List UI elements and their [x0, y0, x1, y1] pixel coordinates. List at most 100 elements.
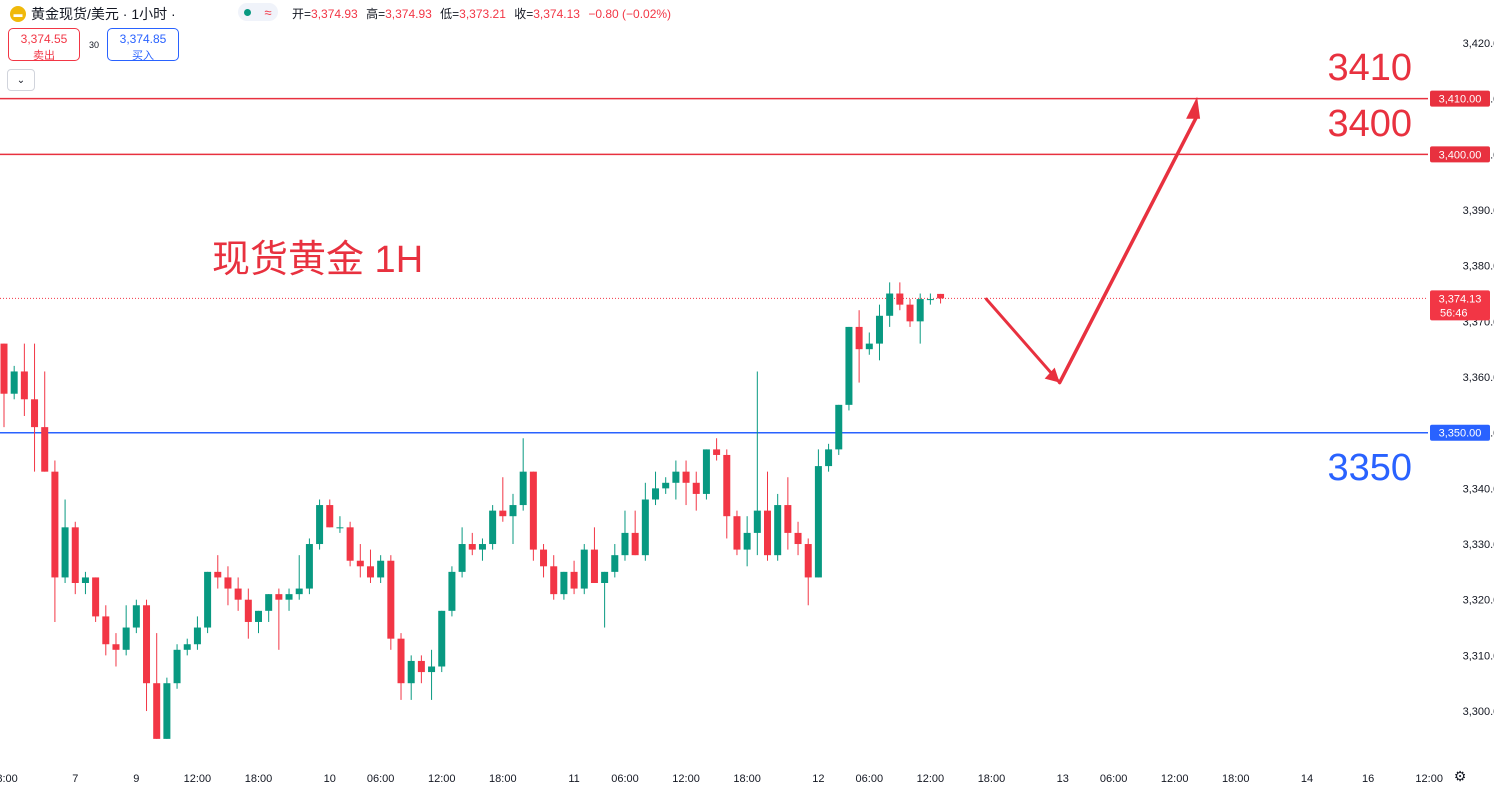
- candle-body[interactable]: [316, 505, 324, 545]
- candle-body[interactable]: [662, 482, 670, 489]
- candle-body[interactable]: [733, 516, 741, 550]
- candle-body[interactable]: [499, 510, 507, 517]
- candle-body[interactable]: [163, 683, 171, 739]
- candle-body[interactable]: [519, 471, 527, 506]
- candle-body[interactable]: [926, 299, 934, 301]
- candle-body[interactable]: [570, 571, 578, 589]
- candle-body[interactable]: [916, 299, 924, 322]
- candle-body[interactable]: [865, 343, 873, 350]
- candle-body[interactable]: [407, 660, 415, 684]
- candle-body[interactable]: [794, 532, 802, 545]
- candle-body[interactable]: [448, 571, 456, 611]
- candle-body[interactable]: [611, 555, 619, 572]
- candle-body[interactable]: [743, 532, 751, 550]
- candle-body[interactable]: [387, 560, 395, 639]
- candle-body[interactable]: [468, 544, 476, 550]
- collapse-button[interactable]: ⌄: [7, 69, 35, 91]
- candle-body[interactable]: [438, 610, 446, 667]
- candle-body[interactable]: [896, 293, 904, 305]
- candle-body[interactable]: [0, 343, 8, 394]
- candle-body[interactable]: [112, 644, 120, 650]
- candle-body[interactable]: [723, 454, 731, 517]
- candle-body[interactable]: [509, 505, 517, 517]
- candle-body[interactable]: [224, 577, 232, 589]
- candle-body[interactable]: [244, 599, 252, 622]
- candle-body[interactable]: [417, 660, 425, 673]
- candle-body[interactable]: [51, 471, 59, 578]
- candle-body[interactable]: [285, 594, 293, 600]
- candle-body[interactable]: [702, 449, 710, 494]
- candle-body[interactable]: [529, 471, 537, 550]
- forecast-arrow-down[interactable]: [984, 297, 1062, 385]
- candle-body[interactable]: [489, 510, 497, 545]
- candle-body[interactable]: [255, 610, 262, 622]
- candle-body[interactable]: [886, 293, 894, 316]
- candle-body[interactable]: [672, 471, 680, 483]
- candle-body[interactable]: [132, 605, 140, 628]
- candle-body[interactable]: [764, 510, 771, 556]
- level-price-tag[interactable]: [1430, 146, 1490, 163]
- candle-body[interactable]: [122, 627, 130, 650]
- candle-body[interactable]: [143, 605, 151, 684]
- market-status[interactable]: ≈: [238, 3, 278, 21]
- candle-body[interactable]: [204, 571, 212, 628]
- candle-body[interactable]: [835, 404, 843, 450]
- candle-body[interactable]: [713, 449, 721, 455]
- candle-body[interactable]: [855, 326, 863, 350]
- buy-button[interactable]: 3,374.85 买入: [107, 28, 179, 62]
- candle-body[interactable]: [458, 544, 466, 572]
- candle-body[interactable]: [845, 326, 853, 405]
- candle-body[interactable]: [275, 594, 283, 600]
- candle-body[interactable]: [61, 527, 69, 578]
- candle-body[interactable]: [102, 616, 110, 645]
- candle-body[interactable]: [753, 510, 761, 533]
- candle-body[interactable]: [153, 683, 161, 739]
- candle-body[interactable]: [652, 488, 660, 500]
- candle-body[interactable]: [336, 527, 344, 529]
- candle-body[interactable]: [71, 527, 79, 583]
- candle-body[interactable]: [10, 371, 18, 394]
- candle-body[interactable]: [81, 577, 89, 583]
- candle-body[interactable]: [265, 594, 273, 611]
- candle-body[interactable]: [621, 532, 629, 556]
- gear-icon[interactable]: ⚙: [1453, 767, 1467, 784]
- candle-body[interactable]: [804, 544, 812, 578]
- candle-body[interactable]: [92, 577, 100, 617]
- candle-body[interactable]: [377, 560, 385, 578]
- candle-body[interactable]: [540, 549, 548, 567]
- candle-body[interactable]: [173, 649, 181, 684]
- candle-body[interactable]: [601, 571, 609, 583]
- candle-body[interactable]: [326, 505, 334, 528]
- candle-body[interactable]: [356, 560, 364, 567]
- candle-body[interactable]: [875, 315, 883, 344]
- candle-body[interactable]: [478, 544, 486, 550]
- candle-body[interactable]: [366, 566, 374, 578]
- candle-body[interactable]: [560, 571, 568, 595]
- candle-body[interactable]: [814, 466, 822, 578]
- candle-body[interactable]: [397, 638, 405, 684]
- candle-body[interactable]: [590, 549, 598, 583]
- candle-body[interactable]: [346, 527, 354, 561]
- candle-body[interactable]: [682, 471, 690, 483]
- candle-body[interactable]: [183, 644, 191, 650]
- candle-body[interactable]: [550, 566, 558, 595]
- candle-body[interactable]: [305, 544, 313, 589]
- candle-body[interactable]: [774, 505, 782, 556]
- level-price-tag[interactable]: [1430, 424, 1490, 441]
- candle-body[interactable]: [193, 627, 201, 645]
- candle-body[interactable]: [31, 399, 39, 428]
- candle-body[interactable]: [906, 304, 914, 322]
- candle-body[interactable]: [234, 588, 242, 600]
- candle-body[interactable]: [937, 293, 945, 299]
- candle-body[interactable]: [692, 482, 700, 494]
- candle-body[interactable]: [428, 666, 436, 673]
- candle-body[interactable]: [20, 371, 28, 400]
- candle-body[interactable]: [784, 505, 792, 533]
- candle-body[interactable]: [641, 499, 649, 556]
- level-price-tag[interactable]: [1430, 90, 1490, 107]
- candle-body[interactable]: [41, 427, 49, 472]
- sell-button[interactable]: 3,374.55 卖出: [8, 28, 80, 62]
- symbol-title[interactable]: 黄金现货/美元 · 1小时 ·: [31, 6, 176, 22]
- candle-body[interactable]: [825, 449, 833, 467]
